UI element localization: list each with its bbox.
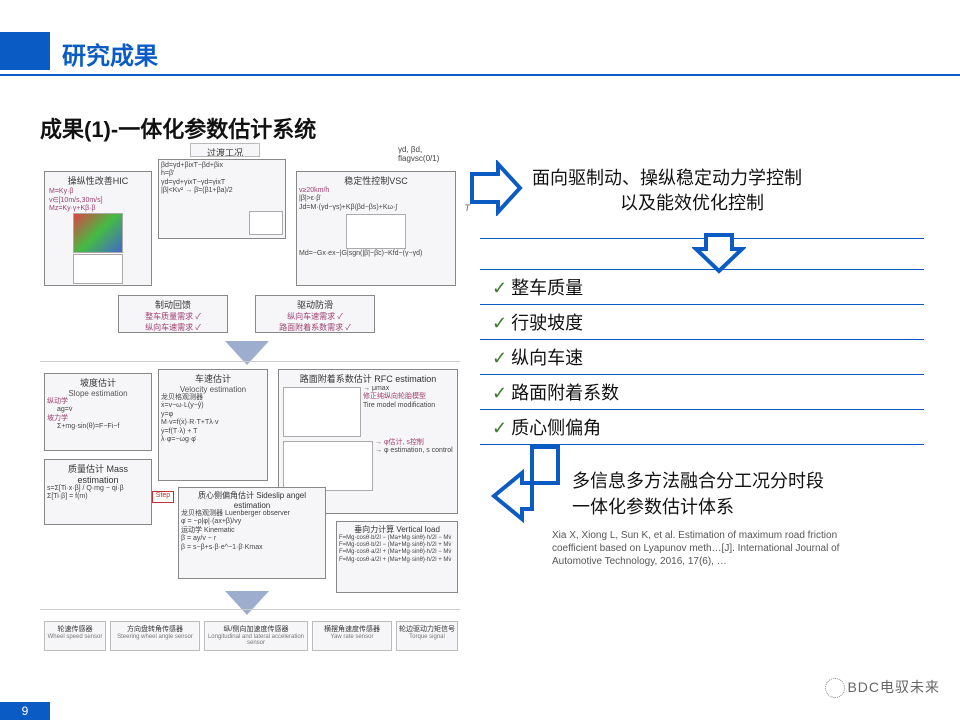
check-icon: ✓ bbox=[492, 418, 507, 438]
arrow-down-icon bbox=[692, 233, 746, 275]
item-friction: ✓路面附着系数 bbox=[492, 375, 942, 409]
check-icon: ✓ bbox=[492, 278, 507, 298]
page-title: 研究成果 bbox=[62, 36, 158, 71]
watermark: BDC电驭未来 bbox=[825, 677, 940, 698]
check-icon: ✓ bbox=[492, 348, 507, 368]
sensor-yaw: 横摆角速度传感器 Yaw rate sensor bbox=[312, 621, 392, 651]
system-diagram: 过渡工况 γd, βd, flagvsc(0/1) 操纵性改善HIC M=Ky·… bbox=[40, 143, 460, 693]
title-bar: 研究成果 bbox=[0, 32, 960, 74]
step-label: Step bbox=[152, 491, 174, 503]
subtitle: 成果(1)-一体化参数估计系统 bbox=[40, 112, 316, 144]
sensor-wheel-speed: 轮速传感器 Wheel speed sensor bbox=[44, 621, 106, 651]
page-number: 9 bbox=[0, 702, 50, 720]
box-vsc: 稳定性控制VSC v≥20km/h |β̇|>ε·β̇ Jd=M·(γd−γs)… bbox=[296, 171, 456, 286]
item-sideslip: ✓质心侧偏角 bbox=[492, 410, 942, 444]
big-arrow-icon-2 bbox=[225, 591, 269, 615]
box-mass: 质量估计 Mass estimation s=Σ[Ti·x·β] / Q·mg … bbox=[44, 459, 152, 525]
sensor-steering: 方向盘转角传感器 Steering wheel angle sensor bbox=[110, 621, 200, 651]
check-icon: ✓ bbox=[492, 383, 507, 403]
box-transition: βd=γd+βixT−βd+βix h=β′ γd=γd+γixT−γd=γix… bbox=[158, 159, 286, 239]
right-panel: 面向驱制动、操纵稳定动力学控制 以及能效优化控制 ✓整车质量 ✓行驶坡度 ✓纵向… bbox=[472, 160, 942, 568]
box-brake: 制动回馈 整车质量需求 ✓ 纵向车速需求 ✓ bbox=[118, 295, 228, 333]
arrow-right-icon bbox=[468, 160, 524, 216]
box-slope: 坡度估计 Slope estimation 纵动学 ag=v̇ 坡力学 Σ+mg… bbox=[44, 373, 152, 451]
title-underline bbox=[0, 74, 960, 76]
item-mass: ✓整车质量 bbox=[492, 270, 942, 304]
item-slope: ✓行驶坡度 bbox=[492, 305, 942, 339]
title-tab bbox=[0, 32, 50, 70]
item-velocity: ✓纵向车速 bbox=[492, 340, 942, 374]
box-sideslip: 质心侧偏角估计 Sideslip angel estimation 龙贝格观测器… bbox=[178, 487, 326, 579]
top-right-params: γd, βd, flagvsc(0/1) bbox=[398, 145, 460, 163]
arrow-down-left-icon bbox=[488, 445, 562, 527]
transition-label: 过渡工况 bbox=[190, 143, 260, 157]
sensor-accel: 纵/侧向加速度传感器 Longitudinal and lateral acce… bbox=[204, 621, 308, 651]
box-hic: 操纵性改善HIC M=Ky·β v∈[10m/s,30m/s] Mz=Ky·γ+… bbox=[44, 171, 152, 286]
sensor-torque: 轮边驱动力矩信号 Torque signal bbox=[396, 621, 458, 651]
check-icon: ✓ bbox=[492, 313, 507, 333]
box-drive: 驱动防滑 纵向车速需求 ✓ 路面附着系数需求 ✓ bbox=[255, 295, 375, 333]
goal-block: 面向驱制动、操纵稳定动力学控制 以及能效优化控制 bbox=[532, 160, 942, 216]
citation: Xia X, Xiong L, Sun K, et al. Estimation… bbox=[552, 529, 912, 568]
box-vertical-load: 垂向力计算 Vertical load F=Mg·cosθ·b/2l − (Ma… bbox=[336, 521, 458, 593]
conclusion-block: 多信息多方法融合分工况分时段 一体化参数估计体系 bbox=[572, 469, 824, 519]
box-velocity: 车速估计 Velocity estimation 龙贝格观测器 ẋ=v−ω·L(… bbox=[158, 369, 268, 481]
